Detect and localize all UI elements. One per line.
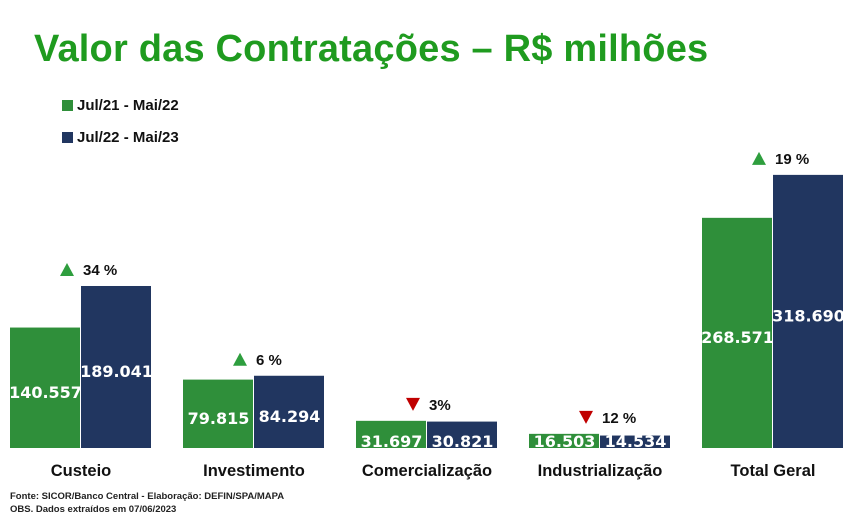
extraction-note: OBS. Dados extraídos em 07/06/2023 [10,504,177,515]
up-triangle-icon [233,352,247,366]
bar-series1 [702,217,772,448]
bar-series2 [254,375,324,448]
legend-label-series2: Jul/22 - Mai/23 [77,128,179,146]
legend: Jul/21 - Mai/22 Jul/22 - Mai/23 [62,94,179,158]
category-label: Industrialização [538,462,663,480]
bar-value-label: 189.041 [80,362,153,381]
bar-series1 [356,420,426,448]
bar-value-label: 318.690 [772,306,845,325]
bar-value-label: 30.821 [432,432,494,451]
bar-value-label: 84.294 [259,407,321,426]
up-triangle-icon [60,262,74,276]
bar-series1 [183,379,253,448]
category-label: Investimento [203,462,305,480]
category-label: Comercialização [362,462,492,480]
up-triangle-icon [752,151,766,165]
legend-item-series1: Jul/21 - Mai/22 [62,94,179,116]
legend-label-series1: Jul/21 - Mai/22 [77,96,179,114]
legend-swatch-series1 [62,99,73,111]
change-percent-label: 6 % [256,352,282,369]
chart-title: Valor das Contratações – R$ milhões [34,28,709,70]
bar-series2 [773,174,843,448]
bar-value-label: 140.557 [9,383,82,402]
change-percent-label: 3% [429,397,451,414]
bar-value-label: 31.697 [361,432,423,451]
change-percent-label: 34 % [83,262,117,279]
bar-series1 [529,433,599,448]
bar-series2 [600,435,670,448]
footer: Fonte: SICOR/Banco Central - Elaboração:… [10,490,284,516]
bar-value-label: 79.815 [188,409,250,428]
bar-value-label: 268.571 [701,328,774,347]
down-triangle-icon [579,410,593,424]
legend-item-series2: Jul/22 - Mai/23 [62,126,179,148]
bar-series2 [427,421,497,448]
bar-series1 [10,327,80,448]
bar-value-label: 14.534 [605,432,667,451]
legend-swatch-series2 [62,131,73,143]
bar-series2 [81,285,151,448]
change-percent-label: 12 % [602,410,636,427]
bar-value-label: 16.503 [534,432,596,451]
down-triangle-icon [406,397,420,411]
change-percent-label: 19 % [775,151,809,168]
category-label: Custeio [51,462,112,480]
source-note: Fonte: SICOR/Banco Central - Elaboração:… [10,491,285,502]
category-label: Total Geral [731,462,816,480]
